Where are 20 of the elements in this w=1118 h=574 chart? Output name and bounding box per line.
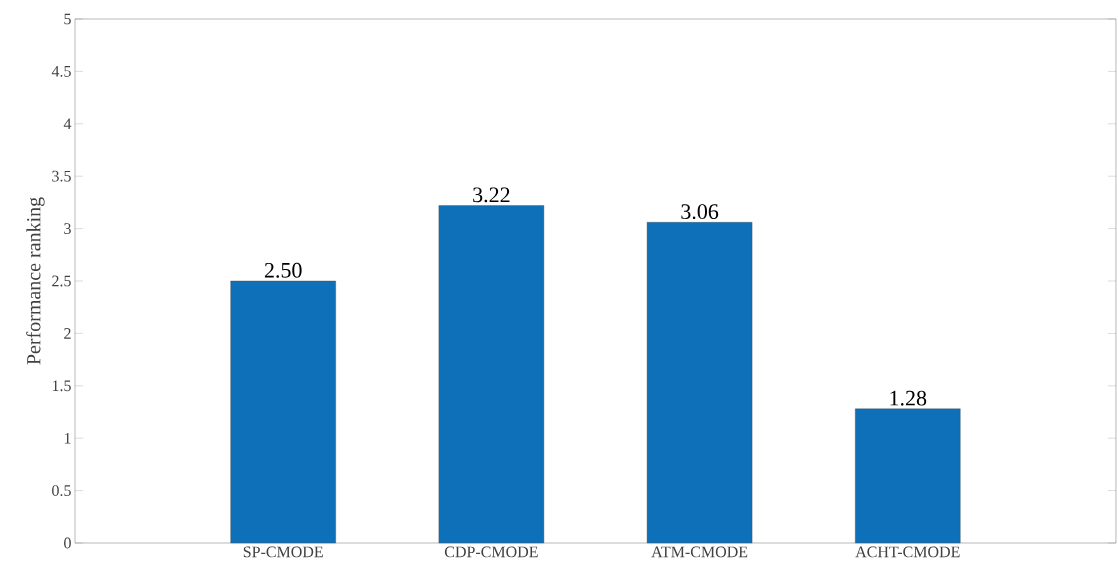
- y-tick-label: 1: [64, 432, 71, 444]
- y-axis-title: Performance ranking: [26, 197, 45, 365]
- x-tick-label: SP-CMODE: [243, 546, 323, 558]
- x-tick-label: CDP-CMODE: [444, 546, 538, 558]
- y-tick-label: 2: [64, 328, 71, 339]
- data-label: 3.06: [681, 204, 719, 220]
- y-tick-label: 4.5: [51, 66, 71, 77]
- y-tick-label: 3: [64, 223, 71, 234]
- y-tick-label: 0.5: [52, 485, 71, 497]
- y-tick-label: 0: [64, 537, 71, 549]
- y-tick-label: 5: [64, 13, 71, 25]
- y-tick-label: 3.5: [52, 170, 71, 182]
- x-tick-label: ACHT-CMODE: [855, 546, 960, 558]
- data-label: 1.28: [890, 390, 927, 406]
- x-tick-label: ATM-CMODE: [651, 546, 748, 558]
- y-tick-label: 1.5: [52, 380, 71, 392]
- y-tick-label: 4: [63, 118, 72, 130]
- y-tick-label: 2.5: [52, 275, 71, 287]
- data-label: 2.50: [264, 262, 302, 278]
- data-label: 3.22: [473, 187, 510, 203]
